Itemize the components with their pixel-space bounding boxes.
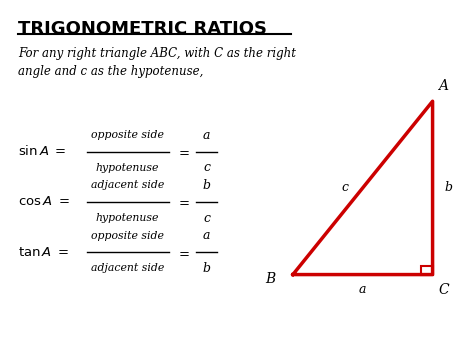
Text: opposite side: opposite side — [91, 231, 164, 241]
Text: a: a — [203, 129, 210, 142]
Text: a: a — [359, 283, 366, 296]
Text: hypotenuse: hypotenuse — [96, 163, 159, 173]
Text: TRIGONOMETRIC RATIOS: TRIGONOMETRIC RATIOS — [18, 20, 267, 38]
Text: adjacent side: adjacent side — [91, 180, 164, 191]
Text: b: b — [203, 262, 211, 275]
Text: $=$: $=$ — [175, 145, 190, 158]
Text: b: b — [444, 181, 452, 195]
Text: c: c — [342, 181, 349, 195]
Text: For any right triangle ABC, with C as the right
angle and c as the hypotenuse,: For any right triangle ABC, with C as th… — [18, 48, 296, 78]
Text: $=$: $=$ — [175, 246, 190, 258]
Text: hypotenuse: hypotenuse — [96, 213, 159, 223]
Text: C: C — [438, 283, 449, 297]
Text: b: b — [203, 179, 211, 192]
Text: opposite side: opposite side — [91, 130, 164, 140]
Text: c: c — [203, 161, 210, 174]
Text: a: a — [203, 229, 210, 242]
Text: adjacent side: adjacent side — [91, 263, 164, 273]
Text: c: c — [203, 212, 210, 225]
Text: A: A — [438, 78, 448, 93]
Text: B: B — [265, 272, 275, 286]
Text: $=$: $=$ — [175, 195, 190, 208]
Text: $\sin A$ $=$: $\sin A$ $=$ — [18, 144, 67, 158]
Text: $\tan A$ $=$: $\tan A$ $=$ — [18, 246, 70, 258]
Text: $\cos A$ $=$: $\cos A$ $=$ — [18, 195, 70, 208]
